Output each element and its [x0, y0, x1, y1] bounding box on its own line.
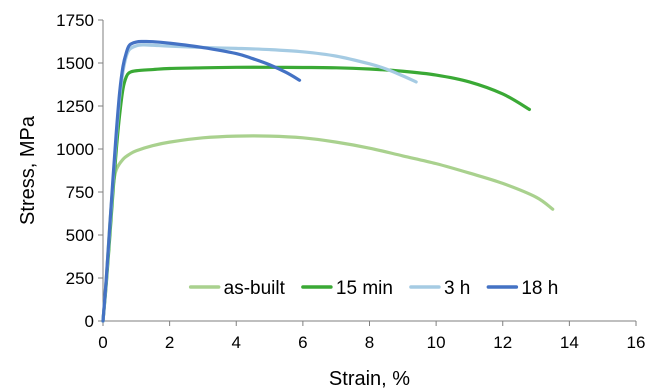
legend-label: 18 h	[521, 278, 558, 299]
y-tick-label: 0	[85, 312, 94, 331]
legend: as-built 15 min 3 h 18 h	[188, 278, 558, 299]
y-tick-label: 250	[66, 269, 94, 288]
tick-labels: 0 250 500 750 1000 1250 1500 1750 0 2 4 6 8 10 12 14 16	[56, 11, 645, 352]
x-tick-label: 6	[298, 333, 307, 352]
series-line-as-built	[101, 134, 555, 323]
y-tick-label: 500	[66, 226, 94, 245]
y-tick-label: 1250	[56, 97, 94, 116]
x-tick-label: 0	[98, 333, 107, 352]
y-tick-label: 750	[66, 183, 94, 202]
x-tick-label: 12	[493, 333, 512, 352]
axes	[98, 19, 637, 326]
legend-label: 3 h	[444, 278, 470, 299]
legend-label: 15 min	[336, 278, 393, 299]
legend-item-as-built: as-built	[188, 278, 286, 299]
y-tick-label: 1750	[56, 11, 94, 30]
legend-item-3-h: 3 h	[409, 278, 470, 299]
x-tick-label: 16	[627, 333, 646, 352]
y-tick-label: 1000	[56, 140, 94, 159]
x-tick-label: 10	[427, 333, 446, 352]
legend-item-18-h: 18 h	[486, 278, 558, 299]
legend-item-15-min: 15 min	[301, 278, 393, 299]
legend-label: as-built	[224, 278, 286, 299]
x-tick-label: 2	[165, 333, 174, 352]
series-line-18-h	[101, 39, 302, 323]
y-tick-label: 1500	[56, 54, 94, 73]
x-axis-title: Strain, %	[329, 368, 410, 388]
x-tick-label: 8	[365, 333, 374, 352]
series-lines	[101, 39, 555, 323]
x-tick-label: 4	[232, 333, 241, 352]
x-tick-label: 14	[560, 333, 579, 352]
y-axis-title: Stress, MPa	[17, 115, 39, 225]
